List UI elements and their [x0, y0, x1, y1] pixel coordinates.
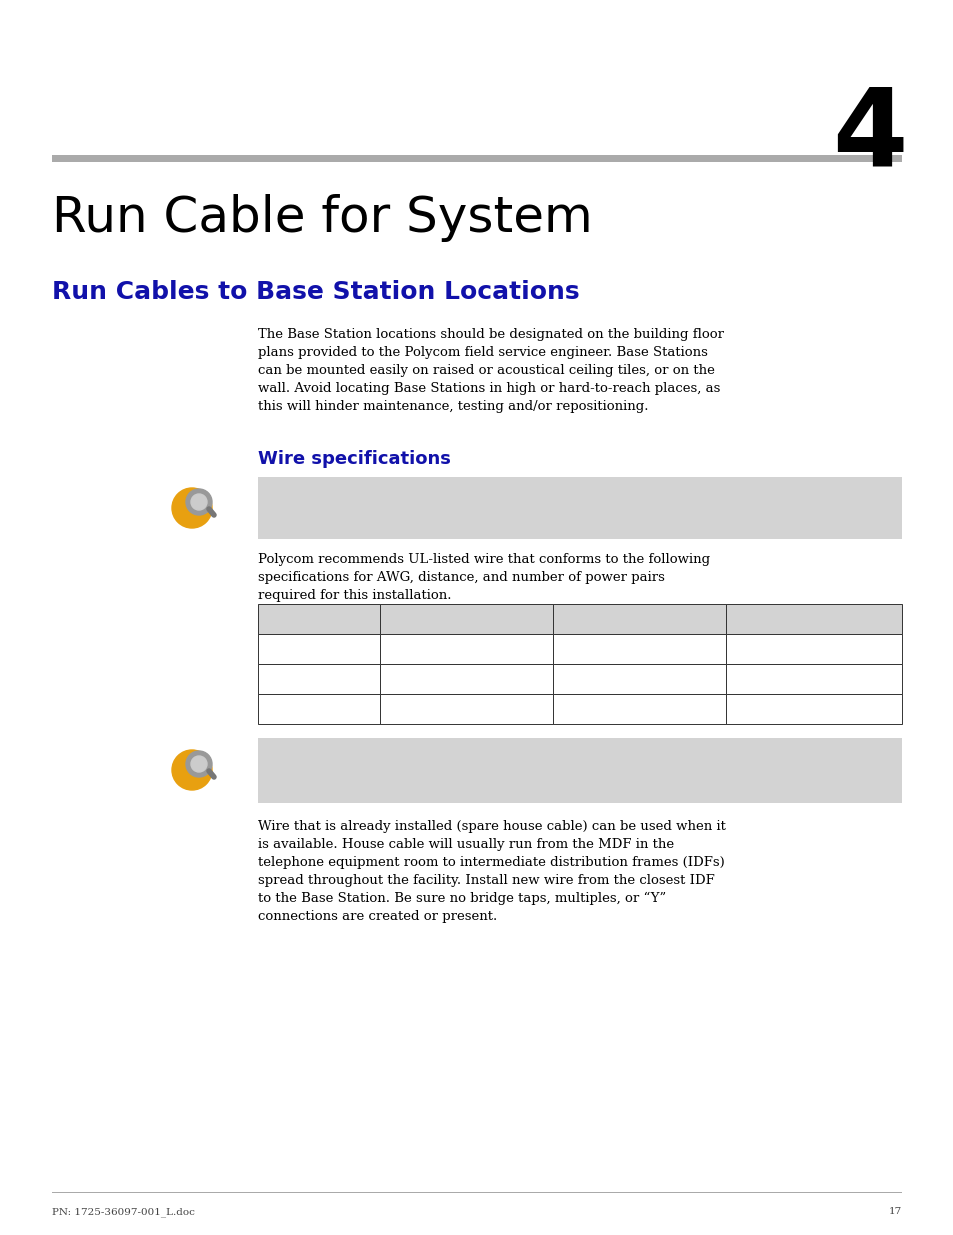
Bar — [52, 156, 901, 162]
Bar — [553, 604, 725, 634]
Bar — [257, 634, 379, 664]
Circle shape — [191, 494, 207, 510]
Bar — [379, 664, 553, 694]
Bar — [553, 634, 725, 664]
Text: this will hinder maintenance, testing and/or repositioning.: this will hinder maintenance, testing an… — [257, 400, 648, 412]
Bar — [725, 694, 901, 724]
Bar — [553, 694, 725, 724]
Text: spread throughout the facility. Install new wire from the closest IDF: spread throughout the facility. Install … — [257, 874, 714, 887]
Bar — [257, 694, 379, 724]
Text: Wire specifications: Wire specifications — [257, 450, 451, 468]
Text: The Base Station locations should be designated on the building floor: The Base Station locations should be des… — [257, 329, 723, 341]
Text: required for this installation.: required for this installation. — [257, 589, 451, 601]
Bar — [379, 634, 553, 664]
Text: telephone equipment room to intermediate distribution frames (IDFs): telephone equipment room to intermediate… — [257, 856, 724, 869]
Text: wall. Avoid locating Base Stations in high or hard-to-reach places, as: wall. Avoid locating Base Stations in hi… — [257, 382, 720, 395]
Bar — [257, 664, 379, 694]
Circle shape — [186, 489, 212, 515]
Bar — [725, 634, 901, 664]
Bar — [257, 604, 379, 634]
Text: connections are created or present.: connections are created or present. — [257, 910, 497, 923]
Text: 4: 4 — [831, 82, 906, 188]
Text: is available. House cable will usually run from the MDF in the: is available. House cable will usually r… — [257, 839, 674, 851]
Text: Run Cable for System: Run Cable for System — [52, 194, 592, 242]
Text: plans provided to the Polycom field service engineer. Base Stations: plans provided to the Polycom field serv… — [257, 346, 707, 359]
Circle shape — [172, 488, 212, 529]
Text: Polycom recommends UL-listed wire that conforms to the following: Polycom recommends UL-listed wire that c… — [257, 553, 709, 566]
Text: to the Base Station. Be sure no bridge taps, multiples, or “Y”: to the Base Station. Be sure no bridge t… — [257, 892, 665, 905]
Bar — [553, 664, 725, 694]
Bar — [725, 604, 901, 634]
Text: 17: 17 — [888, 1208, 901, 1216]
Bar — [257, 477, 901, 538]
Circle shape — [191, 756, 207, 772]
Text: Wire that is already installed (spare house cable) can be used when it: Wire that is already installed (spare ho… — [257, 820, 725, 832]
Text: PN: 1725-36097-001_L.doc: PN: 1725-36097-001_L.doc — [52, 1207, 194, 1216]
Bar — [725, 664, 901, 694]
Bar — [379, 694, 553, 724]
Circle shape — [172, 750, 212, 790]
Bar — [379, 604, 553, 634]
Text: specifications for AWG, distance, and number of power pairs: specifications for AWG, distance, and nu… — [257, 571, 664, 584]
Text: Run Cables to Base Station Locations: Run Cables to Base Station Locations — [52, 280, 579, 304]
Bar — [257, 739, 901, 803]
Circle shape — [186, 751, 212, 777]
Text: can be mounted easily on raised or acoustical ceiling tiles, or on the: can be mounted easily on raised or acous… — [257, 364, 714, 377]
